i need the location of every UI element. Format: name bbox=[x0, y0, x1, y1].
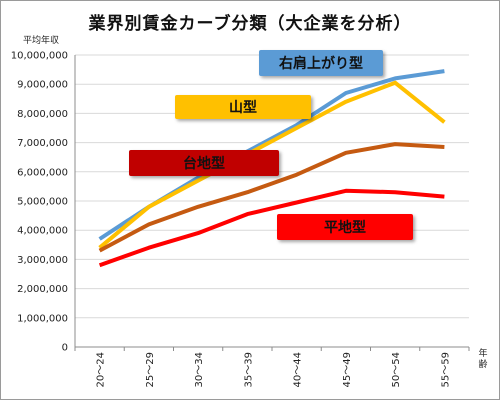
x-tick-label: 40～44 bbox=[293, 352, 304, 387]
x-tick-label: 50～54 bbox=[391, 352, 402, 387]
y-tick-labels: 0 1,000,000 2,000,000 3,000,000 4,000,000 5,0… bbox=[11, 51, 68, 354]
chart-title: 業界別賃金カーブ分類（大企業を分析） bbox=[88, 14, 412, 34]
series-label-mountain: 山型 bbox=[175, 95, 311, 119]
y-tick-label: 6,000,000 bbox=[17, 167, 68, 178]
x-axis-label: 年齢 bbox=[478, 349, 488, 370]
x-tick-label: 35～39 bbox=[243, 352, 254, 387]
y-tick-label: 7,000,000 bbox=[17, 138, 68, 149]
series-lines bbox=[98, 69, 446, 268]
y-tick-label: 3,000,000 bbox=[17, 255, 68, 266]
y-tick-label: 4,000,000 bbox=[17, 226, 68, 237]
y-tick-label: 10,000,000 bbox=[11, 51, 68, 62]
axes bbox=[74, 55, 470, 351]
series-label-rising: 右肩上がり型 bbox=[259, 50, 383, 76]
y-tick-label: 0 bbox=[62, 343, 68, 354]
x-tick-label: 20～24 bbox=[96, 352, 107, 387]
x-tick-label: 55～59 bbox=[440, 352, 451, 387]
x-tick-labels: 20～24 25～29 30～34 35～39 40～44 45～49 50～54 55～59 bbox=[96, 352, 452, 387]
series-line-3 bbox=[98, 142, 445, 253]
y-tick-label: 5,000,000 bbox=[17, 197, 68, 208]
x-tick-label: 45～49 bbox=[342, 352, 353, 387]
y-tick-label: 2,000,000 bbox=[17, 284, 68, 295]
x-tick-label: 25～29 bbox=[145, 352, 156, 387]
y-tick-label: 8,000,000 bbox=[17, 109, 68, 120]
series-line-2 bbox=[98, 80, 446, 250]
y-tick-label: 1,000,000 bbox=[17, 313, 68, 324]
x-tick-label: 30～34 bbox=[194, 352, 205, 387]
series-label-plateau: 台地型 bbox=[129, 150, 279, 176]
y-tick-label: 9,000,000 bbox=[17, 80, 68, 91]
series-line-4 bbox=[98, 188, 445, 268]
y-axis-label: 平均年収 bbox=[23, 36, 60, 46]
series-label-flat: 平地型 bbox=[277, 214, 413, 240]
